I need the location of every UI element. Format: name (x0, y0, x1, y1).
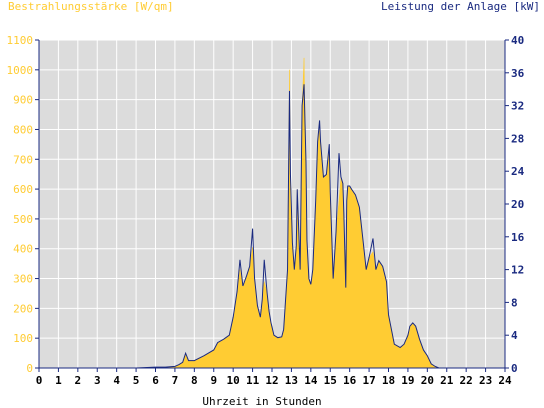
y-left-tick-label: 1100 (7, 34, 34, 47)
y-right-tick-label: 28 (511, 132, 524, 145)
title-right: Leistung der Anlage [kW] (381, 0, 540, 13)
y-right-tick-label: 16 (511, 231, 525, 244)
y-left-tick-label: 100 (13, 332, 33, 345)
x-tick-label: 22 (460, 374, 473, 387)
y-left-tick-label: 400 (13, 243, 33, 256)
x-tick-label: 8 (191, 374, 198, 387)
x-tick-label: 15 (324, 374, 337, 387)
y-right-tick-label: 4 (511, 329, 518, 342)
y-right-tick-label: 20 (511, 198, 524, 211)
x-tick-label: 13 (285, 374, 298, 387)
x-tick-label: 5 (133, 374, 140, 387)
x-tick-label: 10 (227, 374, 240, 387)
y-right-tick-label: 8 (511, 296, 518, 309)
y-right-tick-label: 40 (511, 34, 524, 47)
y-right-tick-label: 12 (511, 264, 524, 277)
y-left-tick-label: 800 (13, 123, 33, 136)
x-tick-label: 0 (36, 374, 43, 387)
y-right-tick-label: 0 (511, 362, 518, 375)
y-right-tick-label: 32 (511, 100, 524, 113)
x-tick-label: 2 (75, 374, 82, 387)
x-tick-label: 7 (172, 374, 179, 387)
y-left-tick-label: 900 (13, 94, 33, 107)
y-right-tick-label: 36 (511, 67, 525, 80)
x-tick-label: 19 (401, 374, 414, 387)
x-tick-label: 16 (343, 374, 357, 387)
x-tick-label: 24 (498, 374, 512, 387)
x-axis-ticks: 0 1 2 3 4 5 6 7 8 9 10 11 12 13 14 15 16 17 18 19 20 21 22 23 24 (36, 368, 512, 387)
x-tick-label: 1 (55, 374, 62, 387)
y-left-tick-label: 200 (13, 302, 33, 315)
x-tick-label: 23 (479, 374, 492, 387)
x-axis-label: Uhrzeit in Stunden (202, 395, 321, 408)
title-left: Bestrahlungsstärke [W/qm] (8, 0, 174, 13)
y-axis-left: 0 100 200 300 400 500 600 700 800 900 1000 1100 (7, 34, 39, 375)
x-tick-label: 9 (210, 374, 217, 387)
x-tick-label: 12 (265, 374, 278, 387)
x-tick-label: 20 (421, 374, 434, 387)
y-right-tick-label: 24 (511, 165, 525, 178)
y-left-tick-label: 500 (13, 213, 33, 226)
y-left-tick-label: 0 (26, 362, 33, 375)
y-left-tick-label: 300 (13, 273, 33, 286)
y-left-tick-label: 600 (13, 183, 33, 196)
x-tick-label: 14 (304, 374, 318, 387)
y-axis-right: 0 4 8 12 16 20 24 28 32 36 40 (505, 34, 525, 375)
x-tick-label: 21 (440, 374, 454, 387)
x-tick-label: 6 (152, 374, 159, 387)
x-tick-label: 17 (362, 374, 375, 387)
x-tick-label: 18 (382, 374, 395, 387)
x-tick-label: 11 (246, 374, 260, 387)
x-tick-label: 4 (113, 374, 120, 387)
y-left-tick-label: 700 (13, 153, 33, 166)
power-line (39, 84, 505, 369)
y-left-tick-label: 1000 (7, 64, 34, 77)
x-tick-label: 3 (94, 374, 101, 387)
